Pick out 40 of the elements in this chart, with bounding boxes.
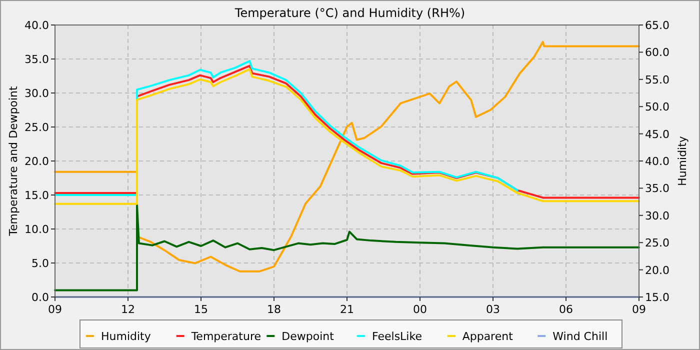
legend-label: Wind Chill [552, 330, 608, 343]
line-series [54, 204, 640, 292]
y2-tick-label: 25.0 [645, 236, 670, 250]
y-tick-label: 10.0 [24, 223, 49, 236]
y-tick-label: 25.0 [24, 121, 49, 134]
y2-tick-label: 30.0 [645, 209, 670, 222]
y-tick-label: 20.0 [24, 155, 49, 168]
x-tick-label: 06 [559, 303, 573, 316]
y2-tick-label: 60.0 [645, 46, 670, 60]
y-tick-label: 5.0 [32, 257, 49, 270]
y2-tick-label: 55.0 [645, 73, 670, 86]
x-tick-label: 09 [632, 303, 646, 316]
x-tick-label: 00 [413, 303, 427, 316]
y2-tick-label: 20.0 [645, 264, 670, 277]
legend-label: Apparent [462, 330, 514, 343]
chart-title: Temperature (°C) and Humidity (RH%) [234, 6, 466, 20]
x-tick-label: 03 [486, 303, 500, 316]
legend-label: Humidity [101, 330, 152, 343]
y2-tick-label: 15.0 [645, 291, 670, 304]
legend-label: FeelsLike [372, 330, 422, 343]
y-tick-label: 15.0 [24, 189, 49, 202]
y2-tick-label: 40.0 [645, 155, 670, 168]
line-series [54, 40, 640, 272]
y2-tick-label: 50.0 [645, 100, 670, 114]
legend-label: Dewpoint [282, 330, 335, 343]
y-tick-label: 0.0 [32, 291, 49, 304]
x-tick-label: 12 [121, 303, 135, 316]
y2-tick-label: 35.0 [645, 182, 670, 196]
y2-axis-title: Humidity [676, 136, 689, 186]
x-tick-label: 18 [267, 303, 281, 316]
y-tick-label: 30.0 [24, 87, 49, 100]
x-tick-label: 09 [48, 303, 62, 316]
y2-tick-label: 65.0 [645, 19, 670, 32]
x-tick-label: 15 [194, 303, 208, 316]
y-axis-title: Temperature and Dewpoint [7, 85, 20, 237]
legend-label: Temperature [190, 330, 262, 343]
y2-tick-label: 45.0 [645, 128, 670, 141]
y-tick-label: 35.0 [24, 53, 49, 66]
x-tick-label: 21 [340, 303, 354, 316]
y-tick-label: 40.0 [24, 19, 49, 32]
